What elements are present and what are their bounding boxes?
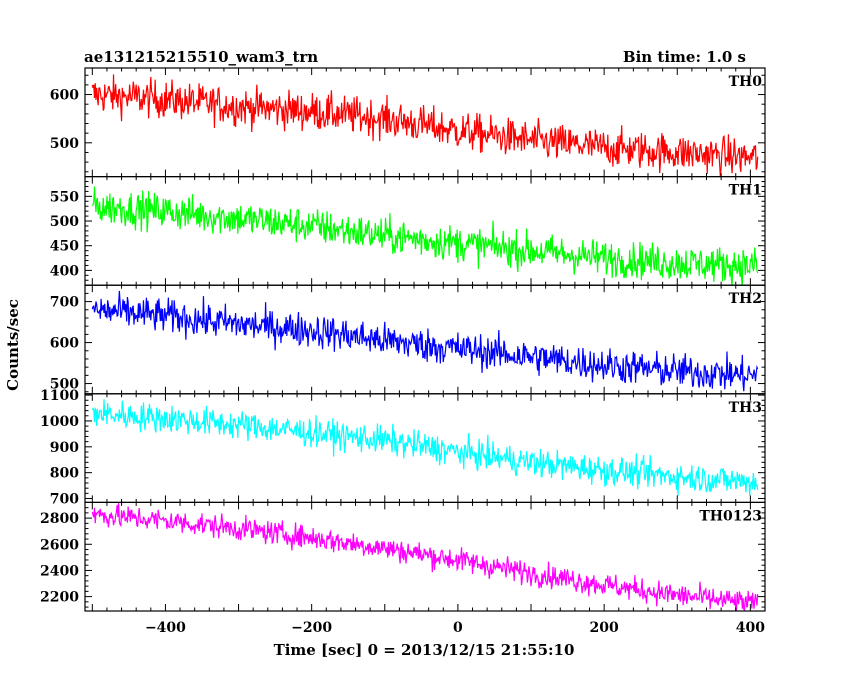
y-tick-label-th0: 600 (50, 88, 79, 104)
chart-title: ae131215215510_wam3_trn (84, 48, 318, 66)
panels-group: 500 600 TH0 400 450 500 550 TH1 500 600 700 TH2 700 8… (40, 67, 766, 636)
x-tick-label: 200 (590, 620, 619, 636)
x-tick-label: 0 (453, 620, 463, 636)
x-tick-label: −400 (145, 620, 186, 636)
panel-label-th2: TH2 (729, 291, 762, 307)
panel-th0123: 2200 2400 2600 2800 TH0123 (40, 501, 766, 612)
y-tick-label-th1: 450 (50, 239, 79, 255)
y-tick-label-th3: 1100 (40, 388, 79, 404)
y-tick-label-th3: 1000 (40, 414, 79, 430)
y-tick-label-th2: 500 (50, 377, 79, 393)
y-tick-label-th3: 900 (50, 440, 79, 456)
series-line-th0 (91, 74, 759, 177)
y-tick-label-th3: 700 (50, 492, 79, 508)
y-tick-label-th2: 600 (50, 336, 79, 352)
panel-label-th3: TH3 (729, 400, 762, 416)
y-tick-label-th0: 500 (50, 136, 79, 152)
y-tick-label-th0123: 2200 (40, 590, 79, 606)
series-line-th3 (91, 399, 759, 496)
y-tick-label-th0123: 2400 (40, 563, 79, 579)
series-line-th1 (91, 186, 759, 286)
y-tick-label-th1: 400 (50, 263, 79, 279)
panel-th0: 500 600 TH0 (50, 67, 766, 178)
y-axis-label: Counts/sec (4, 299, 22, 391)
panel-th3: 700 800 900 1000 1100 TH3 (40, 388, 766, 508)
x-tick-label: −200 (291, 620, 332, 636)
y-tick-label-th1: 500 (50, 214, 79, 230)
y-tick-label-th0123: 2800 (40, 511, 79, 527)
y-tick-label-th3: 800 (50, 466, 79, 482)
series-line-th0123 (91, 502, 759, 611)
panel-th1: 400 450 500 550 TH1 (50, 176, 766, 286)
x-axis-label: Time [sec] 0 = 2013/12/15 21:55:10 (274, 641, 575, 659)
panel-label-th1: TH1 (729, 183, 762, 199)
y-tick-label-th0123: 2600 (40, 537, 79, 553)
bin-time-label: Bin time: 1.0 s (623, 48, 746, 66)
panel-label-th0123: TH0123 (699, 508, 762, 524)
panel-frame-th0123 (84, 501, 766, 612)
panel-label-th0: TH0 (729, 74, 763, 90)
y-tick-label-th1: 550 (50, 189, 79, 205)
panel-th2: 500 600 700 TH2 (50, 284, 766, 395)
x-tick-label: 400 (736, 620, 765, 636)
series-line-th2 (91, 290, 759, 392)
y-tick-label-th2: 700 (50, 295, 79, 311)
